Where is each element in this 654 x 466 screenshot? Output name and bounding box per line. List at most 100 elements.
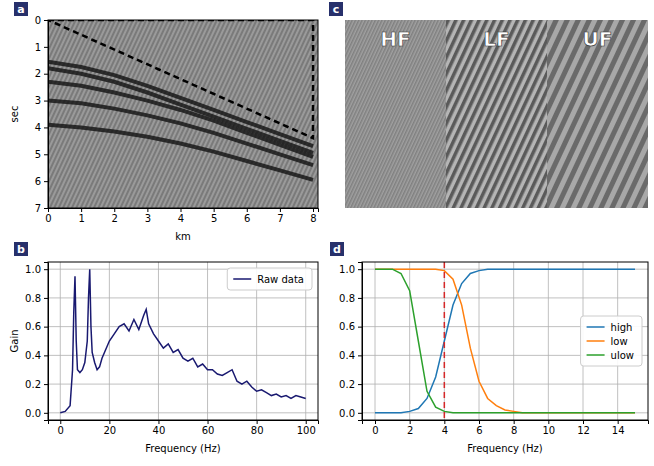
tick-mark: [44, 47, 48, 48]
legend-swatch: [587, 340, 605, 342]
tick-label: 20: [103, 425, 116, 436]
tick-mark: [280, 208, 281, 212]
tick: 2: [407, 420, 413, 436]
plot-frame: [48, 262, 318, 420]
tick: 1: [78, 208, 84, 224]
tick-mark: [247, 208, 248, 212]
tick-mark: [114, 208, 115, 212]
tick-mark: [358, 413, 362, 414]
tick-mark: [358, 269, 362, 270]
grid-line: [207, 262, 208, 420]
axis: 0.00.20.40.60.81.0: [339, 263, 362, 421]
tick-mark: [358, 327, 362, 328]
panel-letter: c: [329, 2, 343, 16]
tick-mark: [410, 420, 411, 424]
grid-line: [362, 384, 648, 385]
tick-mark: [618, 420, 619, 424]
axis: 01234567: [35, 15, 49, 214]
tick: 3: [35, 95, 48, 106]
tick-mark: [479, 420, 480, 424]
tick-mark: [44, 384, 48, 385]
axis-line: [363, 421, 649, 425]
tick-label: 3: [145, 213, 151, 224]
tick-mark: [214, 208, 215, 212]
grid-line: [362, 297, 648, 298]
tick-label: 1: [35, 42, 41, 53]
seismic-panels: [345, 20, 648, 208]
legend-swatch: [587, 354, 605, 356]
tick: 0: [45, 208, 51, 224]
tick-label: 0.2: [25, 379, 41, 390]
series-line: [375, 269, 635, 413]
subpanel-label: LF: [483, 27, 509, 51]
tick-label: 14: [612, 425, 625, 436]
grid-line: [513, 262, 514, 420]
tick: 0: [372, 420, 378, 436]
tick-mark: [257, 420, 258, 424]
tick-mark: [44, 208, 48, 209]
plot-frame: [48, 20, 318, 208]
tick: 0.0: [339, 408, 362, 419]
subpanel-label: UF: [583, 27, 613, 51]
tick-label: 0.4: [25, 350, 41, 361]
tick-mark: [44, 101, 48, 102]
tick-label: 4: [442, 425, 448, 436]
tick: 0.8: [339, 293, 362, 304]
panel-letter-box: [14, 2, 28, 16]
tick-mark: [60, 420, 61, 424]
tick-label: 1: [78, 213, 84, 224]
tick: 0.8: [25, 293, 48, 304]
tick-mark: [109, 420, 110, 424]
seismic-event: [48, 125, 313, 180]
tick-mark: [147, 208, 148, 212]
tick-mark: [44, 127, 48, 128]
tick-mark: [44, 269, 48, 270]
x-axis-title: km: [175, 231, 191, 242]
legend: highlowulow: [581, 316, 642, 366]
tick-mark: [358, 298, 362, 299]
tick: 4: [178, 208, 184, 224]
seismic-subpanel: [446, 20, 547, 208]
panel-letter: d: [330, 242, 344, 256]
tick-mark: [44, 327, 48, 328]
tick: 0.6: [339, 321, 362, 332]
tick-mark: [44, 20, 48, 21]
tick-label: 1.0: [339, 264, 355, 275]
tick-mark: [44, 181, 48, 182]
tick-label: 0: [58, 425, 64, 436]
series-line: [375, 269, 635, 413]
tick-label: 2: [112, 213, 118, 224]
tick-mark: [44, 413, 48, 414]
tick-mark: [44, 74, 48, 75]
tick-label: 0.6: [339, 321, 355, 332]
tick: 12: [577, 420, 590, 436]
grid-line: [548, 262, 549, 420]
legend-label: high: [611, 322, 633, 333]
figure: 01234567801234567kmsecaHFLFUFc0204060801…: [0, 0, 654, 466]
tick-mark: [358, 355, 362, 356]
tick: 6: [35, 176, 48, 187]
reference-line: [444, 262, 446, 420]
tick-mark: [514, 420, 515, 424]
tick: 1.0: [339, 264, 362, 275]
tick-label: 0.6: [25, 321, 41, 332]
series-line: [375, 269, 635, 413]
figure-svg: 01234567801234567kmsecaHFLFUFc0204060801…: [0, 0, 654, 466]
axis-line: [49, 421, 319, 425]
grid-line: [60, 262, 61, 420]
tick-label: 3: [35, 95, 41, 106]
tick-label: 0.0: [339, 408, 355, 419]
tick: 40: [153, 420, 166, 436]
tick: 6: [244, 208, 250, 224]
tick: 14: [612, 420, 625, 436]
tick: 60: [202, 420, 215, 436]
tick-label: 2: [35, 68, 41, 79]
panel-letter-text: b: [17, 243, 25, 256]
tick-label: 6: [35, 176, 41, 187]
tick-mark: [358, 384, 362, 385]
tick-label: 60: [202, 425, 215, 436]
grid: [362, 262, 648, 420]
tick-label: 0.0: [25, 408, 41, 419]
tick-mark: [44, 298, 48, 299]
tick-label: 0.2: [339, 379, 355, 390]
